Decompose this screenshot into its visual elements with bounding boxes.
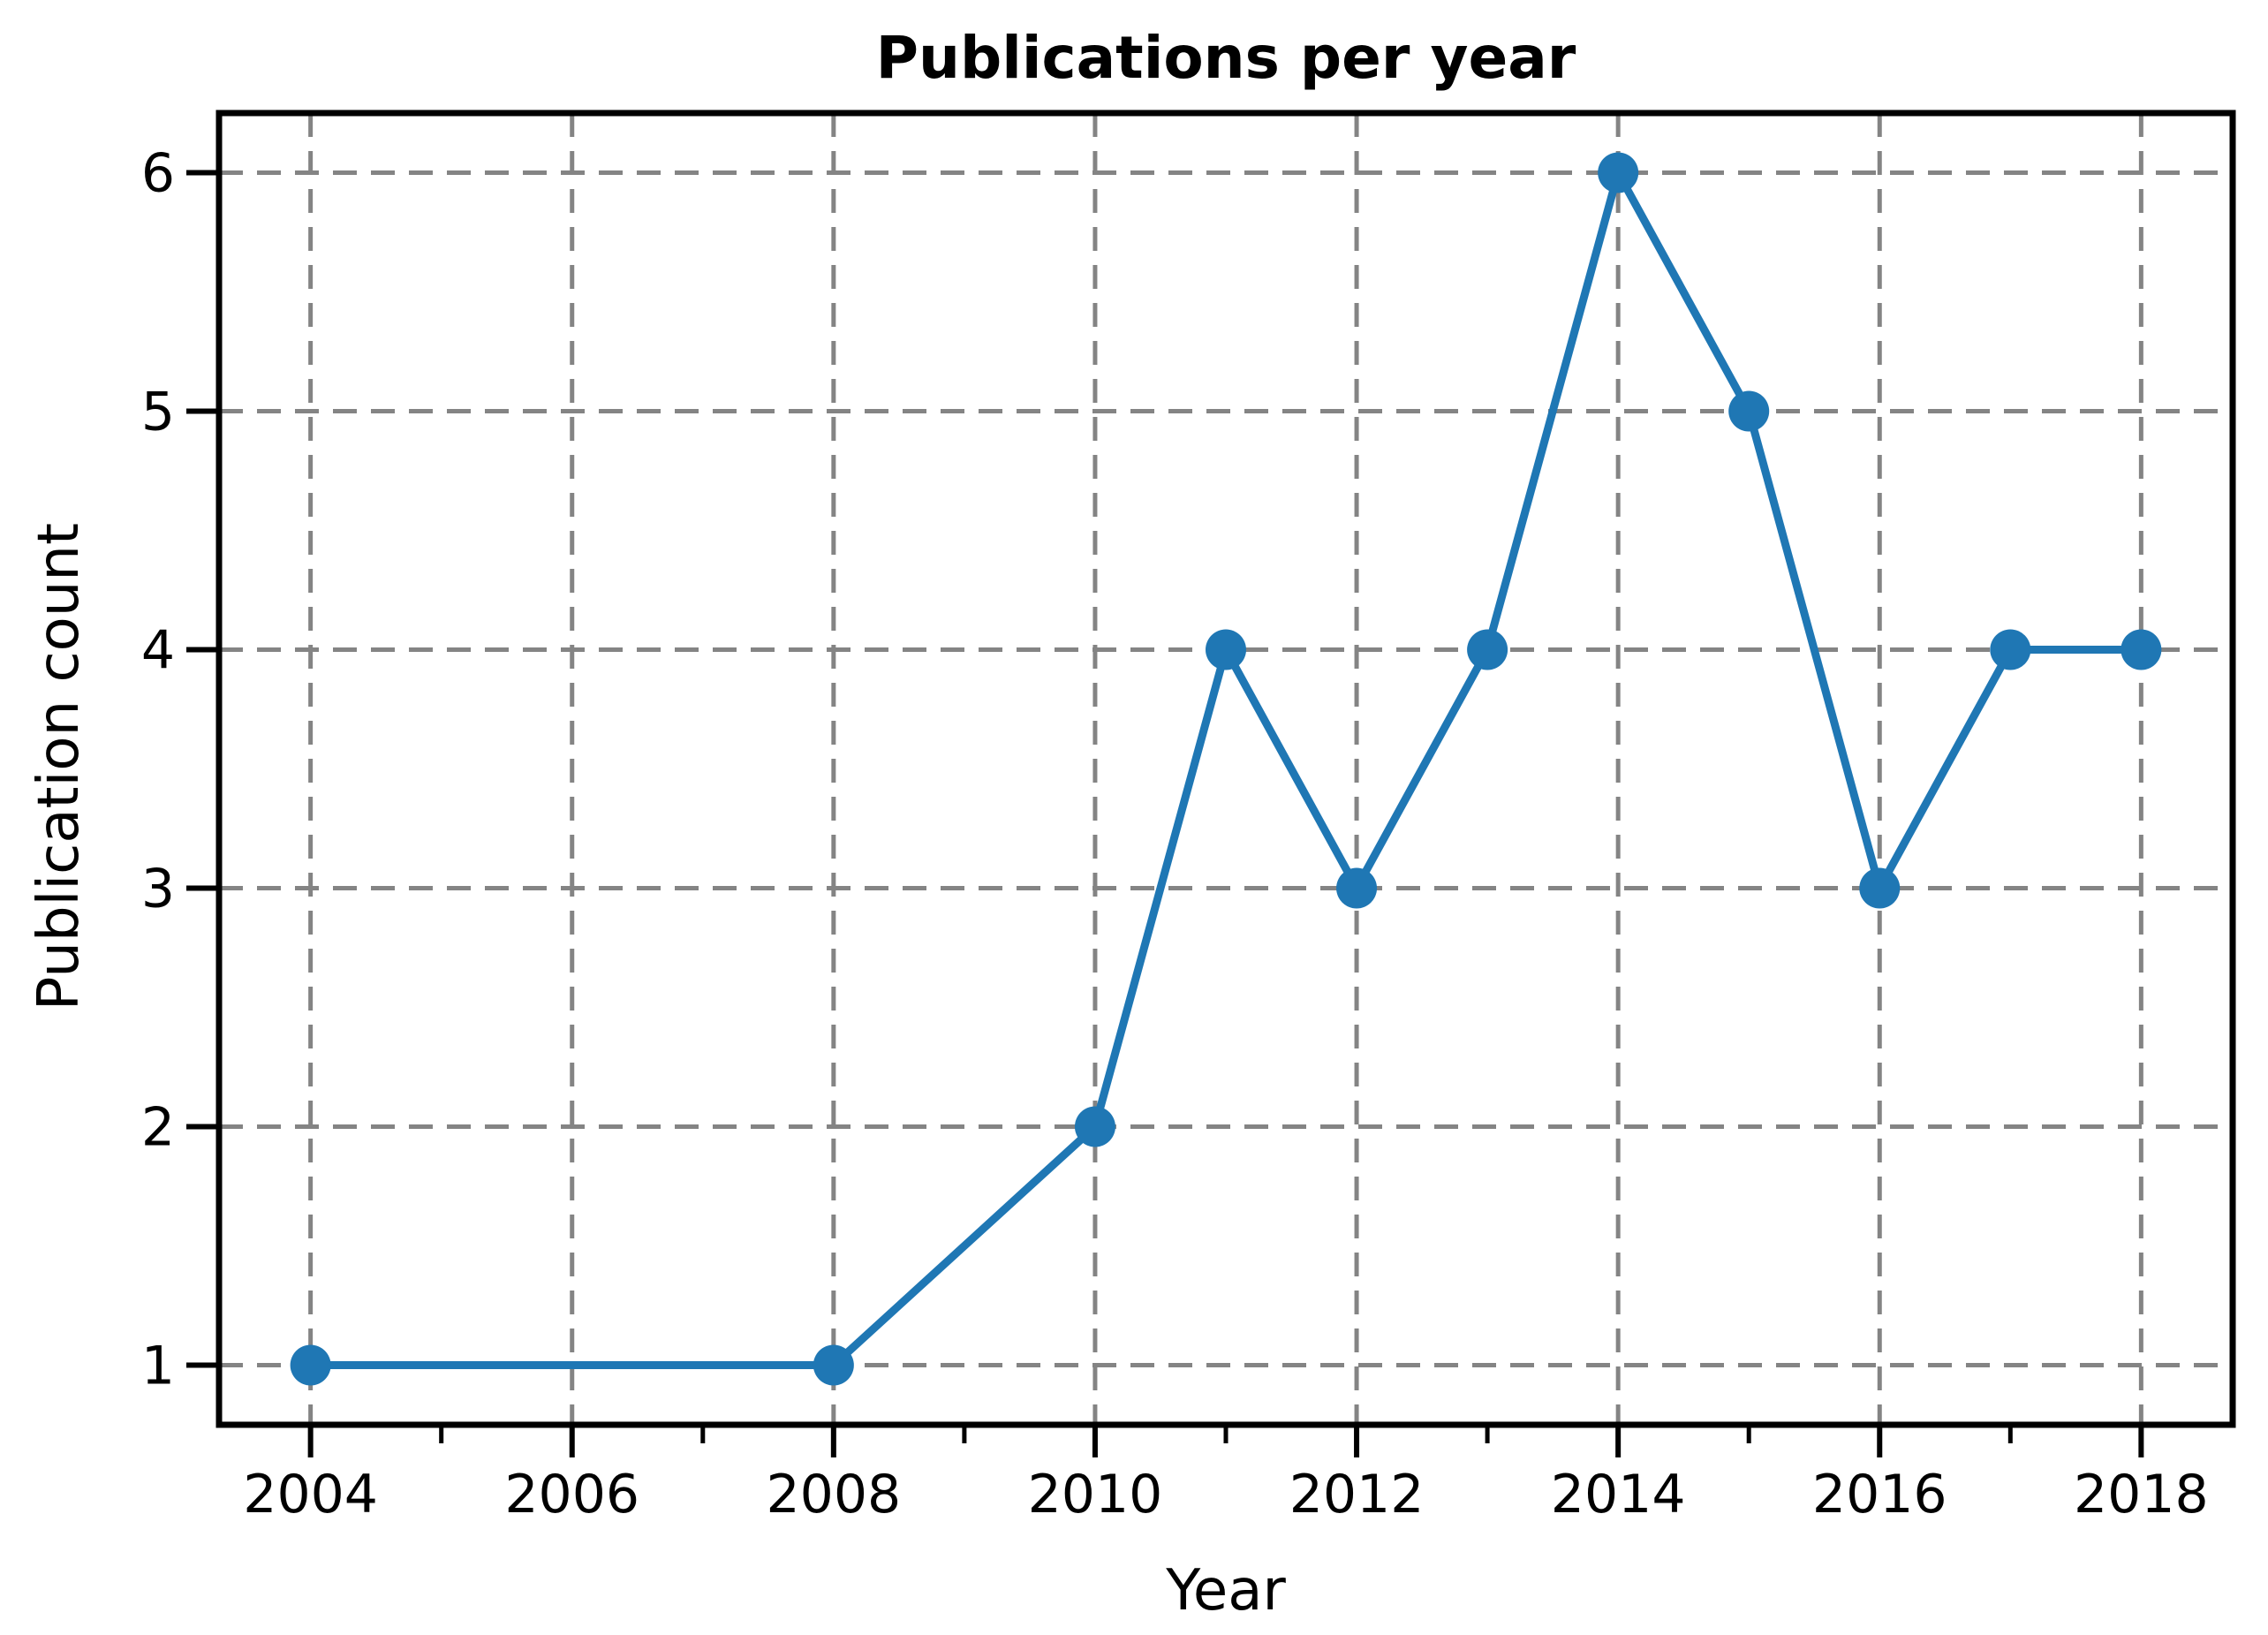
x-tick-label: 2008 — [766, 1464, 901, 1525]
y-tick-label: 6 — [141, 143, 175, 205]
data-markers — [290, 152, 2162, 1386]
data-point — [1859, 867, 1901, 909]
data-series — [306, 169, 2145, 1369]
data-point — [1990, 629, 2031, 670]
x-axis-label: Year — [1165, 1558, 1286, 1624]
data-point — [1074, 1106, 1115, 1147]
y-axis-label: Publication count — [26, 523, 92, 1011]
data-point — [1336, 867, 1378, 909]
x-tick-label: 2016 — [1812, 1464, 1947, 1525]
y-tick-label: 1 — [141, 1336, 175, 1397]
x-tick-label: 2004 — [243, 1464, 378, 1525]
y-tick-label: 5 — [141, 382, 175, 443]
data-point — [290, 1344, 331, 1386]
x-tick-label: 2018 — [2074, 1464, 2209, 1525]
data-point — [813, 1344, 854, 1386]
y-tick-label: 4 — [141, 620, 175, 682]
x-tick-label: 2006 — [504, 1464, 639, 1525]
data-point — [1467, 629, 1508, 670]
data-point — [1728, 390, 1770, 432]
plot-border — [215, 110, 2236, 1428]
y-tick-label: 2 — [141, 1097, 175, 1159]
data-point — [2121, 629, 2162, 670]
y-tick-label: 3 — [141, 859, 175, 920]
x-tick-label: 2010 — [1028, 1464, 1163, 1525]
data-point — [1598, 152, 1639, 193]
x-tick-label: 2014 — [1551, 1464, 1686, 1525]
data-point — [1206, 629, 1246, 670]
gridlines — [219, 113, 2233, 1425]
data-line — [306, 169, 2145, 1369]
chart-title: Publications per year — [876, 24, 1576, 92]
axis-ticks — [186, 170, 2144, 1457]
tick-labels: 2004 2006 2008 2010 2012 2014 2016 2018 1 2 3 4 5 6 — [141, 143, 2209, 1526]
x-tick-label: 2012 — [1289, 1464, 1425, 1525]
